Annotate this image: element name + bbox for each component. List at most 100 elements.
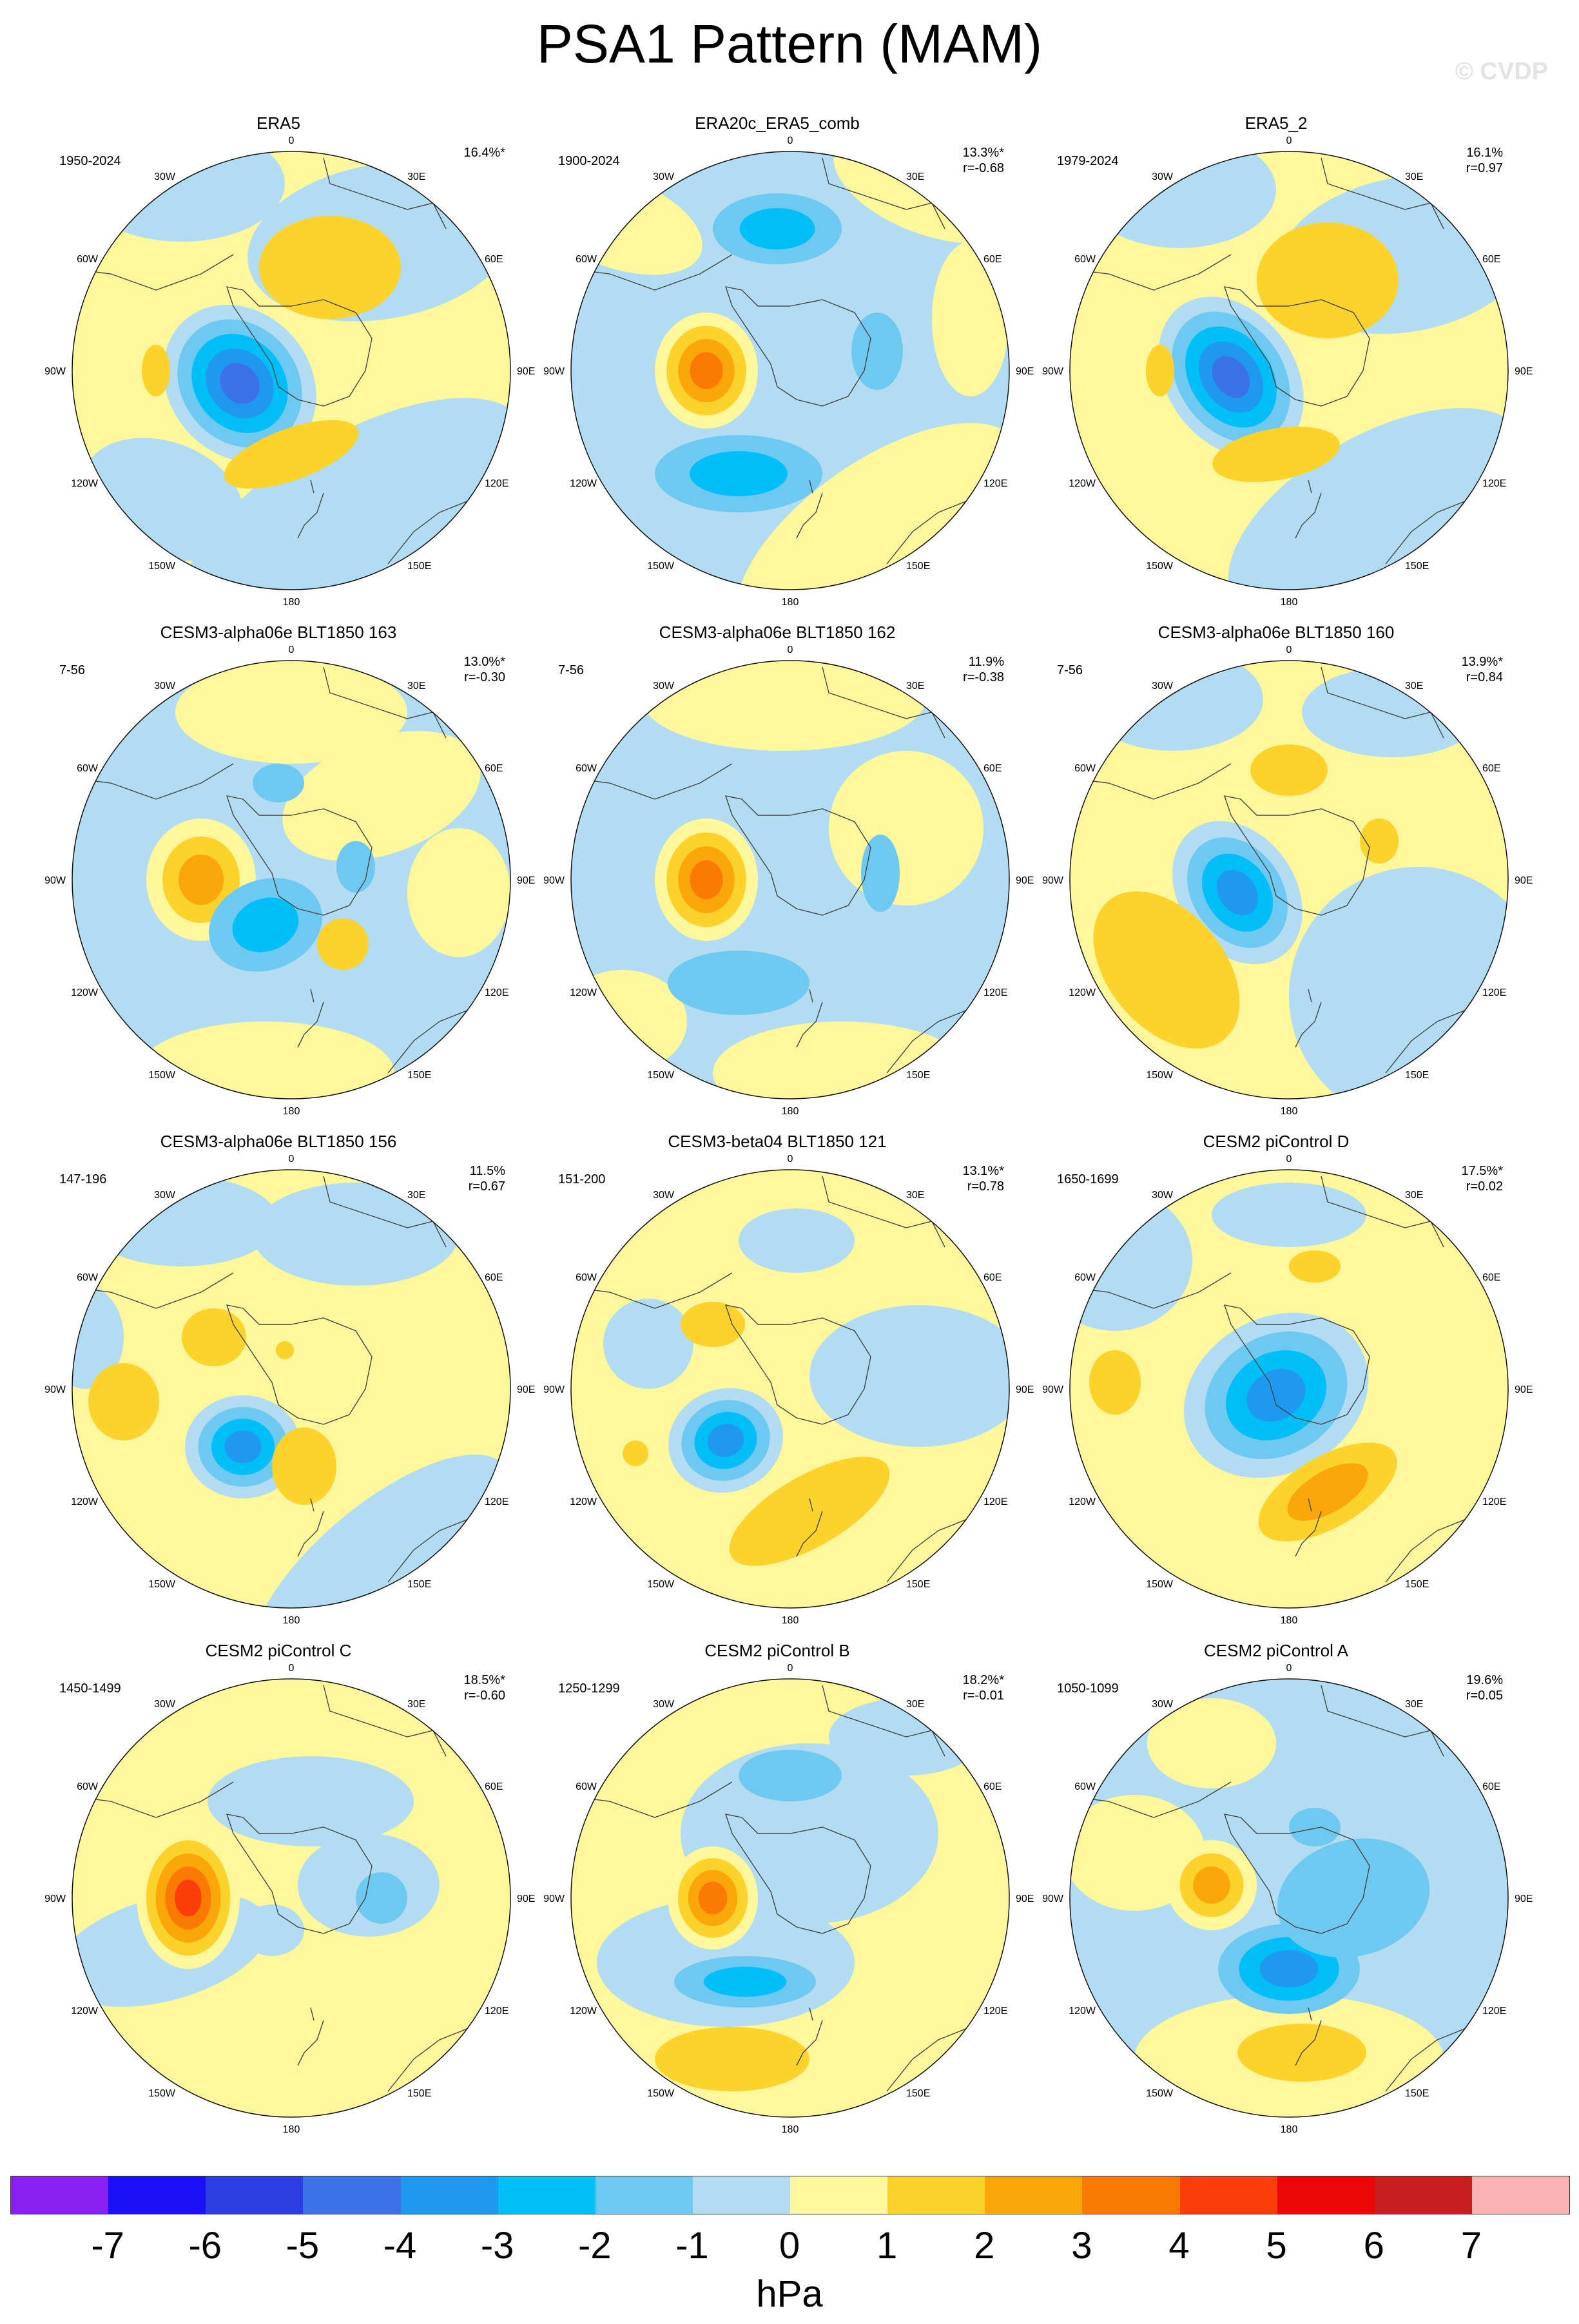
- lon-label: 30E: [407, 1699, 425, 1710]
- lon-label: 60W: [576, 1781, 597, 1792]
- contour-patch: [251, 1454, 510, 1608]
- coastline: [822, 157, 945, 229]
- lon-label: 120E: [485, 2006, 509, 2017]
- contour-blob: [690, 352, 723, 389]
- colorbar-tick-label: 6: [1363, 2225, 1384, 2267]
- lon-label: 150W: [148, 561, 176, 572]
- panel-years: 7-56: [59, 663, 86, 677]
- contour-patch: [175, 661, 407, 764]
- lon-label: 120W: [570, 1496, 597, 1507]
- panel-title: CESM3-alpha06e BLT1850 163: [160, 623, 397, 642]
- panel-years: 7-56: [558, 663, 585, 677]
- panel-title: CESM2 piControl B: [704, 1641, 850, 1660]
- lon-label: 90W: [1042, 366, 1064, 377]
- colorbar-tick-label: 4: [1168, 2225, 1190, 2267]
- lon-label: 60W: [576, 1272, 597, 1283]
- lon-label: 0: [1286, 644, 1292, 655]
- contour-blob: [272, 1428, 336, 1505]
- watermark: © CVDP: [1455, 58, 1548, 85]
- lon-label: 90E: [517, 1893, 535, 1904]
- lon-label: 180: [1281, 1615, 1298, 1626]
- coastline: [323, 1176, 447, 1248]
- panel-stats: 13.3%* r=-0.68: [963, 145, 1005, 176]
- variance-pct: 11.5%: [469, 1164, 505, 1178]
- colorbar-tick-label: -5: [286, 2225, 320, 2267]
- contour-blob: [253, 764, 304, 802]
- contour-patch: [79, 151, 285, 242]
- lon-label: 150W: [148, 1579, 176, 1590]
- lon-label: 120E: [1482, 987, 1506, 998]
- contour-blob: [1246, 1369, 1306, 1422]
- map-border: [570, 1169, 1010, 1609]
- map-panel: 0 180 90W 90E 30W 60W 120W 150W 30E 60E 120E 150E CE…: [21, 622, 536, 1131]
- map-border: [72, 151, 511, 590]
- colorbar-tick-label: -7: [91, 2225, 124, 2267]
- lon-label: 0: [1286, 1663, 1292, 1674]
- colorbar-swatch: [11, 2176, 109, 2214]
- panel-years: 1450-1499: [59, 1681, 121, 1696]
- panel-years: 1900-2024: [558, 154, 620, 168]
- contour-patch: [603, 1299, 693, 1389]
- contour-blob: [182, 1308, 246, 1366]
- lon-label: 60E: [983, 1272, 1002, 1283]
- panel-stats: 16.1% r=0.97: [1466, 145, 1503, 176]
- contour-blob: [259, 216, 401, 319]
- panel-years: 147-196: [59, 1172, 107, 1186]
- lon-label: 30W: [653, 1190, 675, 1201]
- panel-stats: 13.1%* r=0.78: [963, 1163, 1005, 1194]
- lon-label: 30E: [1405, 171, 1423, 182]
- panel-years: 1250-1299: [558, 1681, 620, 1696]
- coastline: [323, 666, 447, 739]
- lon-label: 90E: [1515, 1893, 1533, 1904]
- lon-label: 120E: [1482, 478, 1506, 489]
- contour-blob: [655, 2027, 809, 2091]
- contour-blob: [240, 1904, 304, 1956]
- variance-pct: 13.9%*: [1461, 655, 1504, 669]
- contour-patch: [1083, 661, 1263, 751]
- lon-label: 30E: [407, 681, 425, 692]
- panel-title: ERA5: [257, 113, 300, 133]
- lon-label: 30W: [1152, 681, 1174, 692]
- variance-pct: 18.2%*: [962, 1673, 1005, 1687]
- panel-title: CESM2 piControl C: [205, 1641, 352, 1660]
- colorbar-swatch: [1179, 2176, 1277, 2214]
- lon-label: 60W: [77, 254, 99, 265]
- lon-label: 180: [283, 1106, 300, 1117]
- contour-blob: [276, 1341, 294, 1359]
- contour-blob: [698, 1881, 728, 1915]
- contour-blob: [1216, 869, 1259, 916]
- pattern-correlation: r=-0.30: [464, 670, 505, 684]
- lon-label: 120E: [983, 1496, 1007, 1507]
- coastline: [796, 1498, 823, 1557]
- lon-label: 90W: [543, 875, 565, 886]
- colorbar-tick-label: 2: [974, 2225, 995, 2267]
- coastline: [323, 1685, 447, 1757]
- map-panel: 0 180 90W 90E 30W 60W 120W 150W 30E 60E 120E 150E CE…: [519, 1640, 1035, 2149]
- lon-label: 60E: [1482, 1781, 1500, 1792]
- colorbar-swatch: [1374, 2176, 1472, 2214]
- contour-blob: [1287, 1463, 1368, 1521]
- map-border: [72, 1169, 511, 1609]
- contour-patch: [1302, 667, 1482, 757]
- lon-label: 180: [1281, 1106, 1298, 1117]
- lon-label: 60E: [983, 1781, 1002, 1792]
- colorbar-swatch: [303, 2176, 401, 2214]
- lon-label: 120W: [1069, 1496, 1096, 1507]
- lon-label: 60E: [1482, 763, 1500, 774]
- coastline: [297, 989, 324, 1048]
- coastline: [1223, 1814, 1370, 1934]
- pattern-correlation: r=0.02: [1466, 1179, 1503, 1194]
- lon-label: 90E: [1515, 1384, 1533, 1395]
- contour-blob: [1250, 744, 1328, 796]
- coastline: [1295, 989, 1322, 1048]
- map-panel: 0 180 90W 90E 30W 60W 120W 150W 30E 60E 120E 150E CE…: [519, 1131, 1035, 1640]
- map-border: [1069, 1678, 1509, 2118]
- contour-blob: [1089, 1350, 1141, 1415]
- lon-label: 150E: [1405, 1579, 1429, 1590]
- colorbar-swatch: [400, 2176, 498, 2214]
- contour-patch: [1147, 1698, 1276, 1788]
- lon-label: 90W: [44, 875, 66, 886]
- contour-blob: [690, 451, 788, 496]
- lon-label: 0: [788, 1154, 793, 1165]
- polar-map: 0 180 90W 90E 30W 60W 120W 150W 30E 60E 120E 150E: [1042, 135, 1533, 608]
